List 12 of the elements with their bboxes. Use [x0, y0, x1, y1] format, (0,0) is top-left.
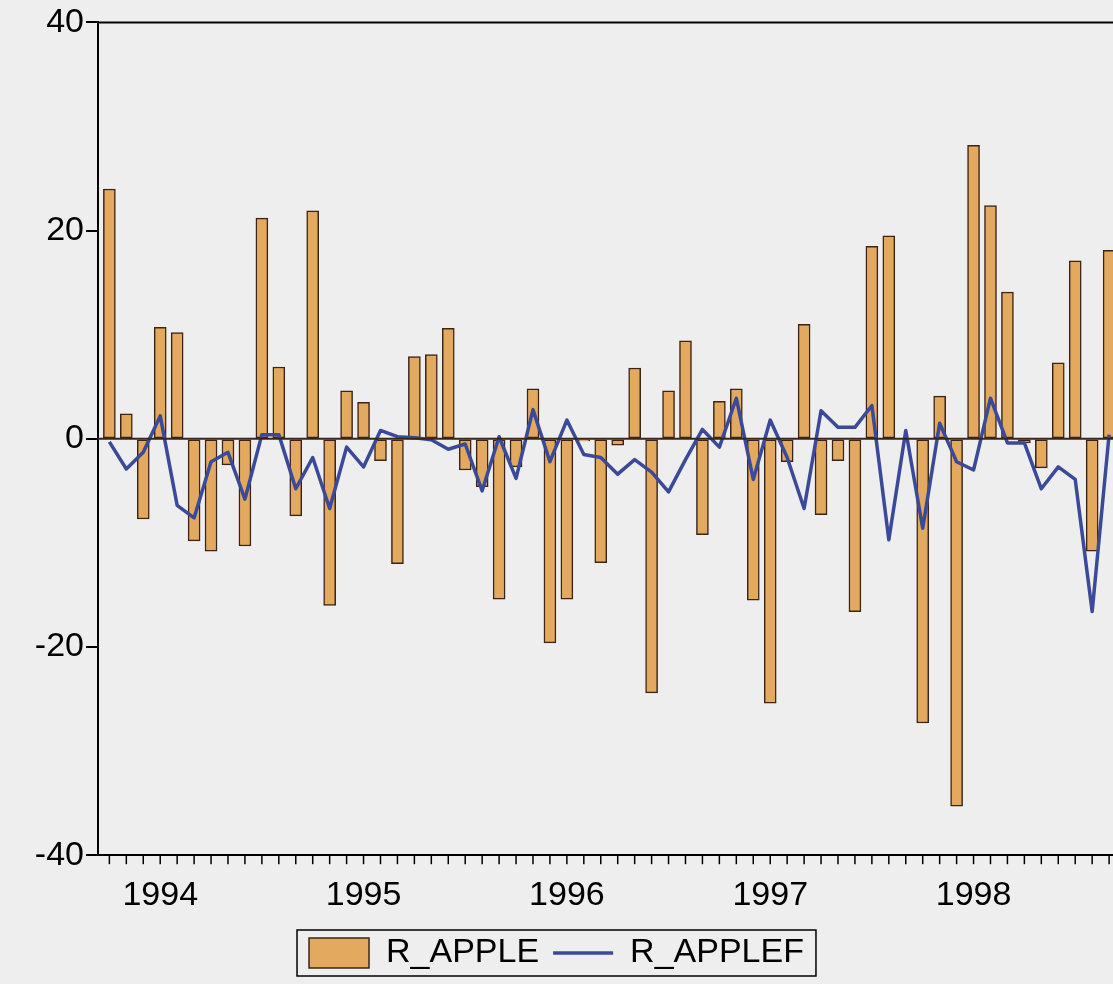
y-tick-label: 20: [46, 208, 84, 247]
x-tick-label: 1994: [122, 873, 199, 912]
y-tick-label: -20: [34, 625, 84, 664]
x-tick-label: 1997: [732, 873, 809, 912]
x-tick-label: 1995: [325, 873, 402, 912]
y-tick-label: 0: [65, 417, 84, 456]
legend-label: R_APPLE: [386, 931, 540, 970]
legend-label: R_APPLEF: [630, 931, 804, 970]
y-tick-label: -40: [34, 833, 84, 872]
y-tick-label: 40: [46, 0, 84, 39]
x-tick-label: 1998: [935, 873, 1012, 912]
x-tick-label: 1996: [529, 873, 605, 912]
